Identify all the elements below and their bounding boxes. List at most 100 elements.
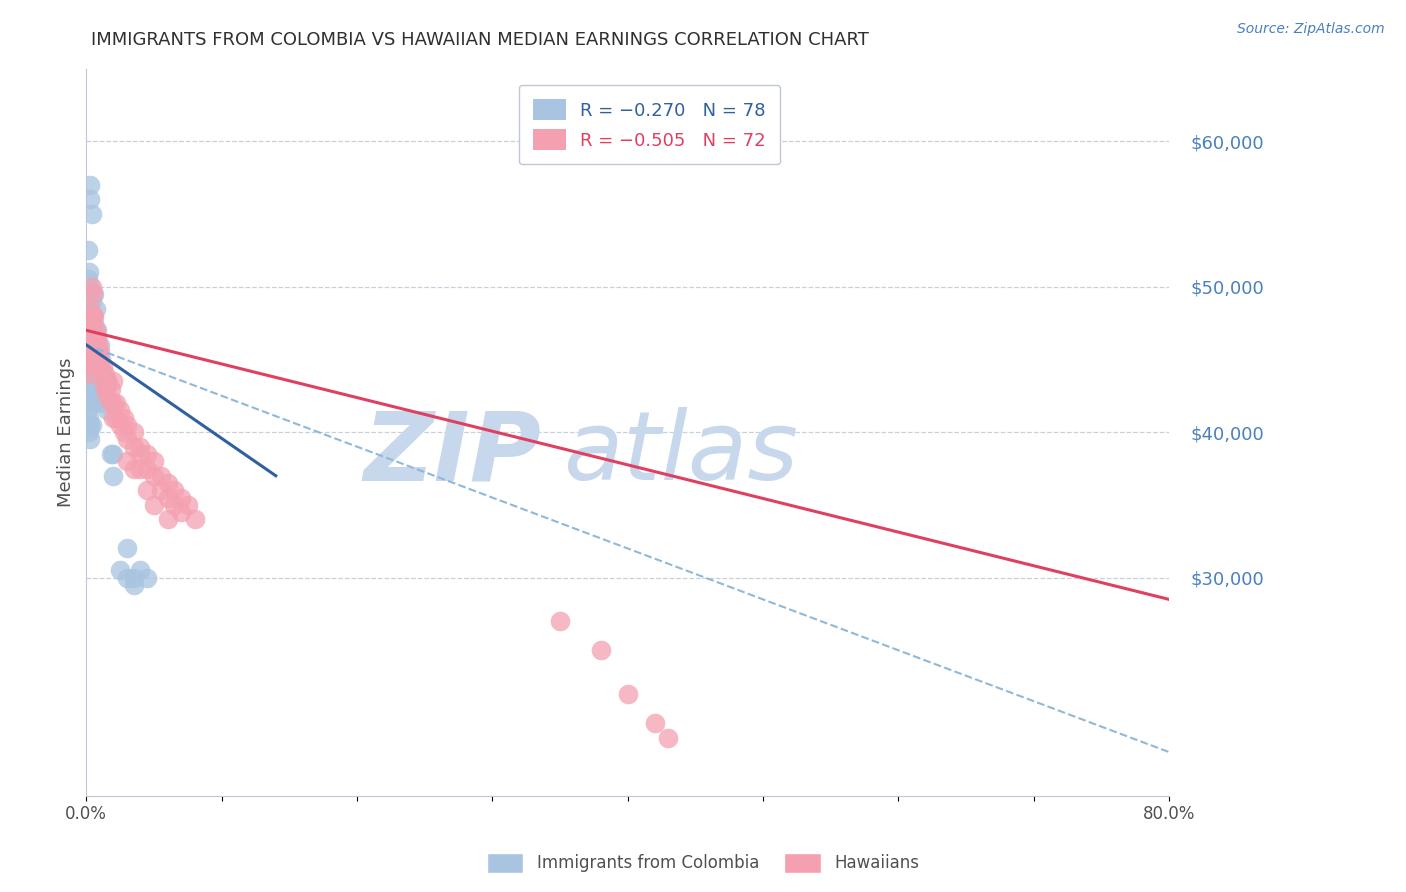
Point xyxy=(100,382,122,396)
Point xyxy=(122,440,145,454)
Point xyxy=(122,461,145,475)
Point xyxy=(80,294,103,309)
Point xyxy=(79,367,101,381)
Point xyxy=(82,396,104,410)
Point xyxy=(644,716,666,731)
Point xyxy=(77,287,100,301)
Point xyxy=(170,491,193,505)
Point xyxy=(616,687,638,701)
Point xyxy=(80,323,103,337)
Point xyxy=(91,367,114,381)
Point xyxy=(103,396,125,410)
Point xyxy=(77,410,100,425)
Point xyxy=(129,447,152,461)
Point xyxy=(83,316,105,330)
Point xyxy=(115,571,138,585)
Point xyxy=(112,425,135,439)
Point xyxy=(76,352,98,367)
Point xyxy=(86,323,108,337)
Point xyxy=(108,403,131,417)
Point xyxy=(79,417,101,432)
Point xyxy=(163,483,186,498)
Point xyxy=(77,338,100,352)
Y-axis label: Median Earnings: Median Earnings xyxy=(58,358,75,507)
Point xyxy=(170,505,193,519)
Point xyxy=(163,498,186,512)
Point xyxy=(77,352,100,367)
Point xyxy=(80,323,103,337)
Point xyxy=(76,359,98,374)
Point xyxy=(84,338,107,352)
Point xyxy=(77,323,100,337)
Point xyxy=(657,731,679,745)
Point xyxy=(105,410,128,425)
Point xyxy=(115,541,138,556)
Point xyxy=(77,425,100,439)
Text: IMMIGRANTS FROM COLOMBIA VS HAWAIIAN MEDIAN EARNINGS CORRELATION CHART: IMMIGRANTS FROM COLOMBIA VS HAWAIIAN MED… xyxy=(91,31,869,49)
Point xyxy=(100,447,122,461)
Point xyxy=(82,309,104,323)
Point xyxy=(589,643,612,657)
Point xyxy=(80,309,103,323)
Point xyxy=(90,382,112,396)
Point xyxy=(108,417,131,432)
Point xyxy=(79,193,101,207)
Point xyxy=(83,345,105,359)
Point xyxy=(89,359,111,374)
Point xyxy=(94,382,117,396)
Point xyxy=(156,512,179,526)
Point xyxy=(87,338,110,352)
Point xyxy=(79,301,101,316)
Point xyxy=(76,294,98,309)
Point xyxy=(80,396,103,410)
Point xyxy=(76,330,98,344)
Point xyxy=(77,359,100,374)
Point xyxy=(129,440,152,454)
Point xyxy=(77,316,100,330)
Point xyxy=(76,272,98,286)
Point xyxy=(76,367,98,381)
Legend: Immigrants from Colombia, Hawaiians: Immigrants from Colombia, Hawaiians xyxy=(479,847,927,880)
Point xyxy=(115,417,138,432)
Point xyxy=(156,491,179,505)
Point xyxy=(136,571,159,585)
Point xyxy=(80,207,103,221)
Point xyxy=(156,476,179,491)
Point xyxy=(149,468,172,483)
Point xyxy=(76,374,98,388)
Point xyxy=(91,396,114,410)
Point xyxy=(86,352,108,367)
Point xyxy=(79,338,101,352)
Point xyxy=(136,483,159,498)
Point xyxy=(83,287,105,301)
Point xyxy=(76,396,98,410)
Point xyxy=(143,454,166,468)
Point xyxy=(82,367,104,381)
Point xyxy=(103,374,125,388)
Point xyxy=(79,338,101,352)
Point xyxy=(80,352,103,367)
Point xyxy=(84,359,107,374)
Point xyxy=(89,345,111,359)
Point xyxy=(76,382,98,396)
Point xyxy=(79,178,101,192)
Point xyxy=(82,338,104,352)
Point xyxy=(76,403,98,417)
Point xyxy=(76,417,98,432)
Point xyxy=(87,374,110,388)
Point xyxy=(83,374,105,388)
Point xyxy=(80,417,103,432)
Point xyxy=(122,571,145,585)
Point xyxy=(103,410,125,425)
Point xyxy=(96,389,118,403)
Point xyxy=(96,374,118,388)
Point xyxy=(80,374,103,388)
Point xyxy=(87,352,110,367)
Point xyxy=(129,563,152,577)
Point xyxy=(91,359,114,374)
Point xyxy=(77,367,100,381)
Point xyxy=(94,367,117,381)
Point xyxy=(103,447,125,461)
Point xyxy=(84,301,107,316)
Point xyxy=(90,352,112,367)
